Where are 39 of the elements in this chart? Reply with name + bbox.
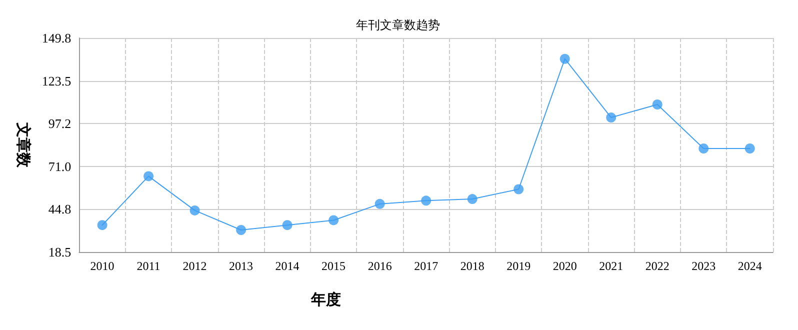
point — [698, 144, 709, 154]
x-tick-label: 2013 — [229, 259, 254, 273]
y-axis-title: 文章数 — [14, 122, 32, 168]
y-tick-label: 123.5 — [42, 73, 72, 88]
y-tick-label: 44.8 — [48, 202, 72, 217]
x-tick-label: 2011 — [136, 259, 160, 273]
x-tick-label: 2021 — [599, 259, 624, 273]
point — [282, 220, 292, 230]
point — [606, 112, 616, 123]
point — [467, 194, 478, 204]
point — [97, 220, 108, 230]
x-tick-label: 2019 — [506, 259, 531, 273]
point — [144, 171, 154, 182]
point — [744, 144, 755, 154]
x-tick-label: 2018 — [460, 259, 484, 273]
point — [236, 225, 246, 235]
y-tick-label: 97.2 — [48, 116, 72, 132]
point — [374, 198, 385, 209]
x-tick-label: 2023 — [692, 259, 716, 273]
x-tick-label: 2024 — [738, 259, 762, 273]
x-tick-label: 2014 — [275, 259, 300, 273]
y-tick-label: 71.0 — [48, 158, 72, 174]
x-tick-label: 2020 — [552, 259, 577, 273]
x-tick-label: 2012 — [182, 259, 207, 273]
point — [328, 215, 339, 226]
point — [421, 196, 432, 206]
x-axis-title: 年度 — [310, 290, 342, 308]
x-tick-label: 2010 — [90, 259, 114, 273]
point — [190, 205, 200, 216]
chart-title: 年刊文章数趋势 — [356, 18, 440, 32]
y-tick-label: 149.8 — [42, 30, 72, 46]
x-tick-label: 2022 — [645, 259, 670, 273]
point — [560, 54, 570, 64]
y-tick-label: 18.5 — [48, 244, 72, 260]
point — [514, 184, 524, 194]
x-tick-label: 2015 — [322, 259, 346, 273]
x-tick-label: 2016 — [368, 259, 392, 273]
point — [652, 100, 662, 110]
x-tick-label: 2017 — [414, 259, 438, 273]
